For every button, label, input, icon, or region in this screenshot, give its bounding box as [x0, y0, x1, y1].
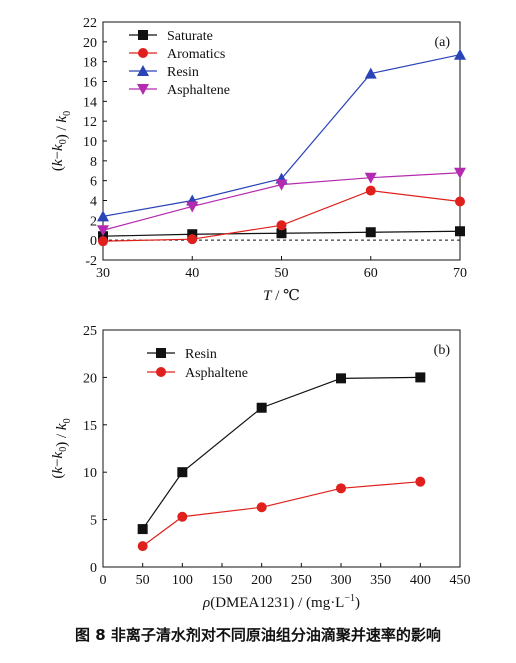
x-tick-label: 100: [172, 573, 193, 588]
data-point-2-0: [97, 210, 109, 222]
y-tick-label: 10: [83, 135, 97, 150]
figure-caption: 图 8 非离子清水剂对不同原油组分油滴聚并速率的影响: [75, 626, 441, 644]
data-point-1-3: [365, 185, 376, 196]
data-point-3-1: [186, 201, 199, 213]
y-tick-label: 14: [83, 95, 97, 110]
x-tick-label: 450: [450, 573, 471, 588]
legend-marker-1: [156, 367, 166, 377]
x-tick-label: 150: [212, 573, 233, 588]
plot-frame: [102, 329, 461, 568]
y-tick-label: 20: [83, 36, 97, 51]
x-tick-label: 70: [453, 266, 467, 281]
legend-marker-0: [156, 348, 166, 358]
data-point-1-1: [177, 511, 188, 522]
y-tick-label: 6: [90, 175, 97, 190]
data-point-0-4: [415, 372, 426, 383]
y-tick-label: 0: [90, 234, 97, 249]
chart-panel-a: 30 40 50 60 70 -2 0 2 4 6 8 10 12 14 16 18 20 22 Saturate A…: [50, 16, 467, 304]
data-point-2-3: [364, 67, 377, 79]
y-axis-title: (k−k0) / k0: [50, 111, 73, 171]
legend-label-1: Asphaltene: [185, 366, 248, 381]
legend-marker-3: [137, 84, 149, 95]
data-point-1-0: [98, 236, 108, 247]
data-point-1-4: [455, 196, 465, 207]
data-point-1-4: [415, 476, 426, 487]
y-tick-label: 0: [90, 561, 97, 576]
x-tick-label: 400: [410, 573, 431, 588]
legend-marker-1: [138, 48, 148, 58]
data-point-0-0: [137, 524, 148, 535]
data-point-0-3: [336, 373, 346, 384]
series-line-0: [142, 376, 421, 530]
data-point-0-3: [365, 227, 376, 238]
data-point-2-4: [454, 48, 466, 60]
y-axis-title: (k−k0) / k0: [50, 418, 73, 478]
x-axis-title: T / ℃: [263, 288, 300, 304]
panel-label: (b): [434, 343, 451, 358]
y-tick-label: 20: [83, 371, 97, 386]
y-tick-label: 2: [90, 214, 97, 229]
data-point-3-4: [454, 167, 466, 179]
data-point-1-3: [336, 483, 346, 494]
y-tick-label: -2: [85, 254, 97, 269]
x-tick-label: 50: [275, 266, 289, 281]
legend-label-0: Resin: [185, 347, 217, 362]
y-tick-label: 10: [83, 466, 97, 481]
data-point-1-2: [276, 220, 287, 231]
legend-marker-0: [138, 30, 148, 40]
y-tick-label: 15: [83, 419, 97, 434]
x-tick-label: 60: [364, 266, 378, 281]
y-tick-label: 12: [83, 115, 97, 130]
data-point-3-0: [97, 225, 109, 237]
y-tick-label: 5: [90, 514, 97, 529]
data-point-1-1: [187, 234, 198, 245]
data-point-1-0: [137, 541, 148, 552]
y-tick-label: 22: [83, 16, 97, 31]
panel-label: (a): [434, 35, 450, 50]
series-line-2: [102, 54, 461, 217]
data-point-1-2: [256, 502, 267, 513]
x-axis-title: ρ(DMEA1231) / (mg·L−1): [202, 593, 360, 611]
x-tick-label: 50: [136, 573, 150, 588]
data-point-3-2: [275, 179, 288, 191]
y-tick-label: 16: [83, 76, 97, 91]
x-tick-label: 300: [331, 573, 352, 588]
x-tick-label: 250: [291, 573, 312, 588]
y-tick-label: 8: [90, 155, 97, 170]
chart-panel-b: 0 50 100 150 200 250 300 350 400 450 0 5 10 15 20 25 Res…: [50, 324, 471, 611]
y-tick-label: 18: [83, 56, 97, 71]
x-tick-label: 200: [251, 573, 272, 588]
legend-label-0: Saturate: [167, 29, 213, 44]
x-tick-label: 40: [185, 266, 199, 281]
data-point-0-2: [276, 228, 287, 239]
x-tick-label: 350: [370, 573, 391, 588]
legend-marker-2: [137, 65, 149, 76]
figure: 30 40 50 60 70-20246810121416182022SaturateA…: [50, 16, 471, 611]
data-point-0-4: [455, 226, 465, 237]
legend-label-1: Aromatics: [167, 47, 225, 62]
legend-label-3: Asphaltene: [167, 83, 230, 98]
x-tick-label: 0: [100, 573, 107, 588]
legend-label-2: Resin: [167, 65, 199, 80]
x-tick-label: 30: [96, 266, 110, 281]
data-point-3-3: [364, 172, 377, 184]
y-tick-label: 25: [83, 324, 97, 339]
data-point-0-2: [256, 402, 267, 413]
y-tick-label: 4: [90, 195, 97, 210]
data-point-0-1: [177, 467, 188, 478]
